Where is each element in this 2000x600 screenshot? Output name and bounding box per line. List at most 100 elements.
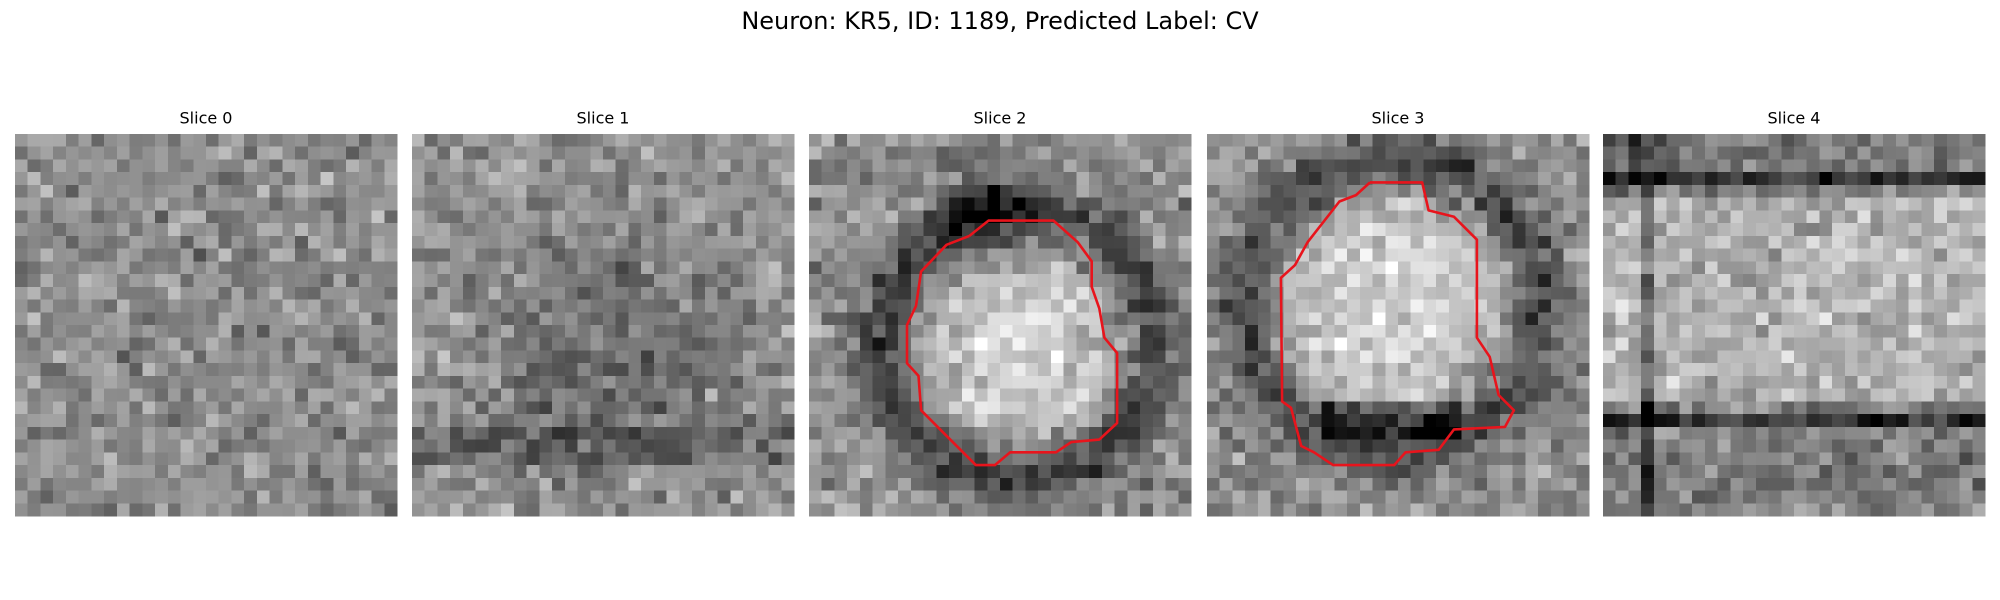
pixel: [1114, 248, 1128, 262]
pixel: [1232, 146, 1246, 160]
pixel: [384, 465, 398, 479]
pixel: [1410, 325, 1424, 339]
pixel: [1000, 197, 1014, 211]
pixel: [295, 490, 309, 504]
pixel: [206, 337, 220, 351]
pixel: [1101, 286, 1115, 300]
pixel: [1410, 134, 1424, 148]
pixel: [231, 286, 245, 300]
pixel: [142, 452, 156, 466]
pixel: [180, 312, 194, 326]
pixel: [552, 350, 566, 364]
pixel: [1308, 503, 1322, 517]
pixel: [781, 337, 795, 351]
pixel: [15, 197, 29, 211]
pixel: [155, 146, 169, 160]
pixel: [1959, 274, 1973, 288]
pixel: [256, 261, 271, 275]
pixel: [384, 439, 398, 453]
pixel: [1423, 261, 1437, 275]
pixel: [1550, 325, 1564, 339]
pixel: [40, 223, 54, 237]
pixel: [1844, 274, 1859, 288]
pixel: [1857, 363, 1871, 377]
pixel: [1628, 172, 1642, 186]
pixel: [1934, 503, 1948, 517]
pixel: [1257, 248, 1272, 262]
pixel: [1819, 286, 1833, 300]
pixel: [1114, 223, 1128, 237]
pixel: [65, 452, 80, 466]
pixel: [1806, 248, 1820, 262]
pixel: [358, 210, 372, 224]
pixel: [1050, 261, 1065, 275]
pixel: [1296, 375, 1310, 390]
pixel: [1781, 477, 1795, 491]
pixel: [1385, 465, 1399, 479]
pixel: [1499, 325, 1513, 339]
pixel: [1832, 210, 1846, 224]
pixel: [1512, 248, 1526, 262]
pixel: [91, 350, 105, 364]
pixel: [1063, 274, 1077, 288]
pixel: [615, 325, 629, 339]
pixel: [1563, 503, 1577, 517]
pixel: [333, 197, 347, 211]
pixel: [1245, 261, 1259, 275]
pixel: [1641, 503, 1655, 517]
pixel: [1207, 363, 1221, 377]
pixel: [1245, 172, 1259, 186]
pixel: [961, 312, 975, 326]
pixel: [1550, 286, 1564, 300]
pixel: [346, 337, 360, 351]
pixel: [346, 146, 360, 160]
pixel: [1615, 159, 1629, 173]
pixel: [1895, 375, 1909, 390]
pixel: [1101, 159, 1115, 173]
pixel: [704, 184, 718, 199]
pixel: [218, 184, 232, 199]
pixel: [1946, 248, 1960, 262]
pixel: [180, 414, 194, 428]
pixel: [1334, 439, 1348, 453]
pixel: [628, 261, 642, 275]
pixel: [40, 172, 54, 186]
pixel: [590, 134, 604, 148]
pixel: [1308, 197, 1322, 211]
pixel: [167, 223, 181, 237]
pixel: [1563, 197, 1577, 211]
pixel: [488, 223, 502, 237]
pixel: [755, 503, 769, 517]
pixel: [1550, 452, 1564, 466]
pixel: [1576, 503, 1590, 517]
pixel: [1308, 146, 1322, 160]
pixel: [1178, 375, 1192, 390]
pixel: [1603, 134, 1617, 148]
pixel: [295, 248, 309, 262]
pixel: [1666, 490, 1680, 504]
pixel: [1946, 426, 1960, 440]
pixel: [462, 274, 477, 288]
pixel: [1692, 312, 1706, 326]
pixel: [27, 325, 41, 339]
pixel: [743, 477, 757, 491]
pixel: [1550, 261, 1564, 275]
pixel: [116, 477, 130, 491]
pixel: [116, 274, 130, 288]
pixel: [1844, 337, 1859, 351]
pixel: [1666, 452, 1680, 466]
pixel: [603, 426, 617, 440]
pixel: [974, 274, 988, 288]
pixel: [1563, 375, 1577, 390]
pixel: [1908, 261, 1922, 275]
pixel: [1755, 439, 1769, 453]
pixel: [1207, 503, 1221, 517]
pixel: [244, 465, 258, 479]
pixel: [564, 414, 578, 428]
pixel: [949, 274, 963, 288]
pixel: [1692, 274, 1706, 288]
pixel: [142, 439, 156, 453]
pixel: [1487, 146, 1501, 160]
pixel: [206, 401, 220, 415]
pixel: [424, 490, 438, 504]
